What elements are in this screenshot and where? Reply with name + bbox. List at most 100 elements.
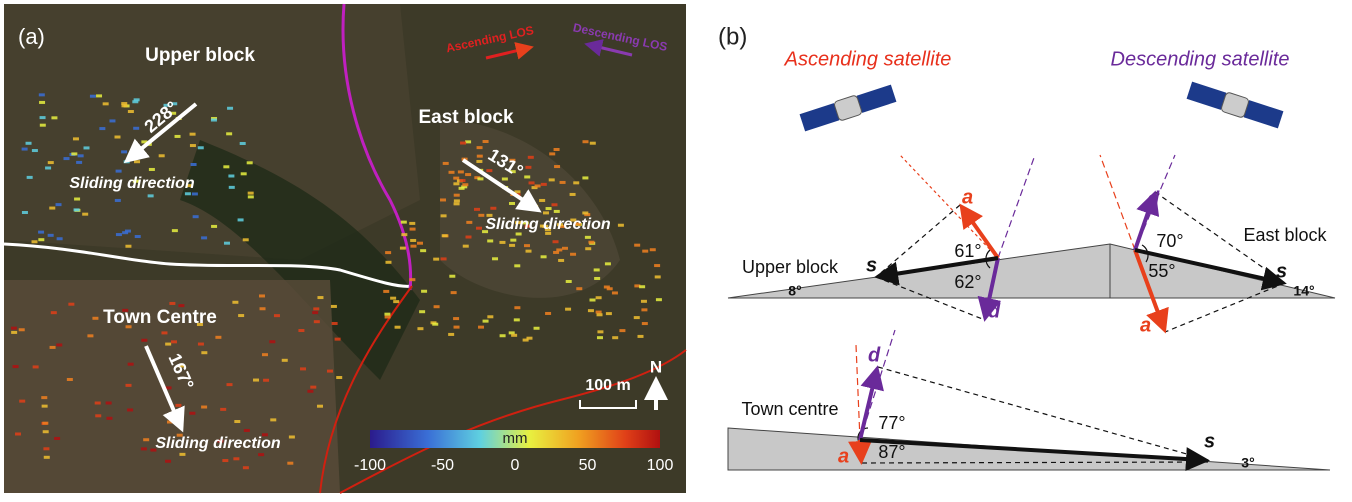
point <box>463 245 469 248</box>
point <box>639 285 645 288</box>
point <box>453 317 459 320</box>
point <box>570 253 576 256</box>
point <box>22 211 28 214</box>
point <box>179 453 185 456</box>
colorbar-tick-label: -100 <box>354 457 386 474</box>
point <box>229 186 235 189</box>
point <box>13 365 19 368</box>
point <box>56 203 62 206</box>
point <box>585 236 591 239</box>
point <box>143 438 149 441</box>
point <box>95 402 101 405</box>
point <box>570 193 576 196</box>
point <box>233 457 239 460</box>
point <box>596 296 602 299</box>
point <box>597 313 603 316</box>
vector-label: d <box>1147 188 1160 210</box>
point <box>224 242 230 245</box>
point <box>520 203 526 206</box>
point <box>22 148 28 151</box>
point <box>385 316 391 319</box>
point <box>198 146 204 149</box>
point <box>95 414 101 417</box>
colorbar-tick-label: 100 <box>647 457 674 474</box>
point <box>263 379 269 382</box>
point <box>109 119 115 122</box>
vector-label: s <box>866 254 877 276</box>
point <box>15 432 21 435</box>
vector-label: d <box>988 300 1001 322</box>
point <box>545 312 551 315</box>
point <box>43 447 49 450</box>
point <box>33 365 39 368</box>
point <box>317 296 323 299</box>
point <box>535 184 541 187</box>
point <box>421 290 427 293</box>
point <box>449 171 455 174</box>
point <box>400 247 406 250</box>
point <box>546 207 552 210</box>
point <box>500 334 506 337</box>
point <box>190 133 196 136</box>
point <box>477 155 483 158</box>
point <box>576 287 582 290</box>
point <box>490 207 496 210</box>
point <box>201 406 207 409</box>
point <box>656 298 662 301</box>
vector-label: a <box>838 445 849 467</box>
point <box>466 221 472 224</box>
point <box>115 199 121 202</box>
region-label: Upper block <box>145 45 255 66</box>
point <box>582 176 588 179</box>
satellite-label: Ascending satellite <box>784 48 952 70</box>
vector-label: s <box>1276 260 1287 282</box>
point <box>222 459 228 462</box>
point <box>502 177 508 180</box>
sliding-label: Sliding direction <box>155 435 281 452</box>
point <box>211 225 217 228</box>
point <box>486 169 492 172</box>
point <box>128 363 134 366</box>
point <box>562 247 568 250</box>
point <box>449 275 455 278</box>
point <box>92 317 98 320</box>
point <box>193 215 199 218</box>
point <box>122 231 128 234</box>
point <box>125 384 131 387</box>
point <box>287 462 293 465</box>
angle-label: 62° <box>954 272 981 292</box>
point <box>588 309 594 312</box>
point <box>248 192 254 195</box>
vector-label: d <box>868 344 881 366</box>
point <box>440 198 446 201</box>
point <box>78 154 84 157</box>
point <box>201 351 207 354</box>
point <box>259 294 265 297</box>
point <box>175 135 181 138</box>
point <box>43 430 49 433</box>
point <box>40 116 46 119</box>
colorbar-unit: mm <box>503 430 528 447</box>
point <box>612 336 618 339</box>
point <box>114 136 120 139</box>
point <box>42 422 48 425</box>
point <box>270 418 276 421</box>
slope-label: 8° <box>788 283 801 299</box>
point <box>401 221 407 224</box>
slope-label: 3° <box>1241 455 1254 471</box>
point <box>67 378 73 381</box>
point <box>241 172 247 175</box>
point <box>541 255 547 258</box>
point <box>161 331 167 334</box>
point <box>64 157 70 160</box>
point <box>642 322 648 325</box>
point <box>68 303 74 306</box>
point <box>551 203 557 206</box>
point <box>258 453 264 456</box>
point <box>282 359 288 362</box>
point <box>106 417 112 420</box>
point <box>192 192 198 195</box>
point <box>48 161 54 164</box>
angle-label: 77° <box>878 413 905 433</box>
point <box>38 238 44 241</box>
